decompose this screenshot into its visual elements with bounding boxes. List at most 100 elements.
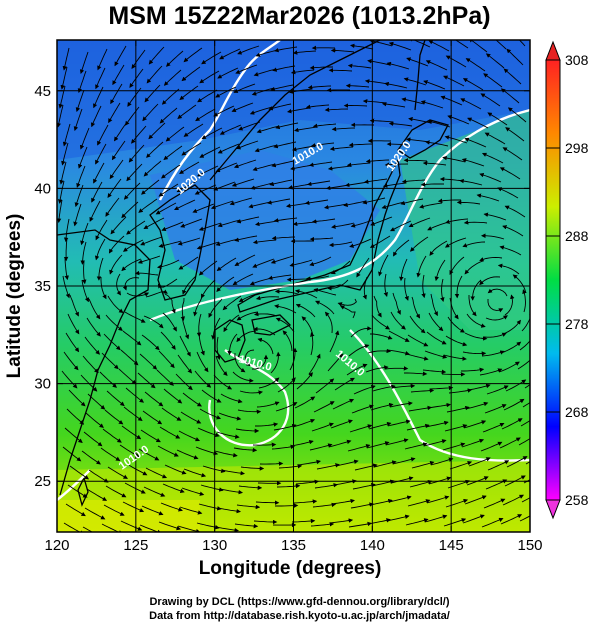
- streamline-arrow: [324, 311, 333, 334]
- streamline-arrow: [275, 122, 299, 130]
- streamline-arrow: [330, 260, 351, 275]
- streamline-arrow: [100, 447, 121, 461]
- streamline-arrow: [329, 146, 354, 151]
- streamline-arrow: [350, 326, 372, 338]
- streamline-arrow: [315, 378, 335, 394]
- streamline-arrow: [295, 479, 320, 485]
- streamline-arrow: [255, 500, 280, 505]
- streamline-arrow: [277, 377, 296, 393]
- x-tick-label: 140: [360, 537, 385, 554]
- streamline-arrow: [215, 162, 238, 173]
- colorbar-tick-label: 308: [565, 52, 589, 68]
- streamline-arrow: [105, 197, 120, 217]
- streamline-arrow: [100, 277, 107, 300]
- y-tick-label: 25: [34, 473, 51, 490]
- streamline-arrow: [407, 334, 429, 347]
- streamline-arrow: [444, 237, 467, 248]
- streamline-arrow: [88, 469, 109, 483]
- streamline-arrow: [330, 48, 355, 53]
- streamline-arrow: [238, 121, 261, 131]
- streamline-arrow: [448, 388, 473, 394]
- streamline-arrow: [295, 289, 318, 299]
- streamline-arrow: [80, 241, 87, 265]
- streamline-arrow: [345, 83, 370, 88]
- streamline-arrow: [409, 479, 433, 488]
- streamline-arrow: [161, 407, 182, 421]
- streamline-arrow: [198, 222, 222, 231]
- colorbar-top-arrow: [545, 40, 561, 61]
- streamline-arrow: [97, 124, 109, 146]
- streamline-arrow: [411, 296, 421, 319]
- streamline-arrow: [81, 450, 101, 465]
- streamline-arrow: [519, 515, 530, 522]
- streamline-arrow: [179, 161, 200, 174]
- streamline-arrow: [252, 258, 275, 268]
- streamline-arrow: [348, 142, 373, 148]
- streamline-arrow: [82, 260, 87, 285]
- streamline-arrow: [276, 483, 301, 489]
- streamline-arrow: [502, 147, 523, 161]
- streamline-arrow: [352, 482, 376, 490]
- streamline-arrow: [423, 439, 447, 447]
- streamline-arrow: [370, 216, 393, 226]
- streamline-arrow: [140, 429, 161, 443]
- streamline-arrow: [275, 317, 295, 333]
- streamline-arrow: [386, 514, 410, 522]
- streamline-arrow: [69, 294, 79, 317]
- streamline-arrow: [164, 293, 176, 314]
- streamline-arrow: [499, 167, 521, 180]
- streamline-arrow: [182, 392, 202, 407]
- streamline-arrow: [329, 241, 353, 248]
- streamline-arrow: [219, 124, 242, 135]
- streamline-arrow: [384, 366, 409, 371]
- streamline-arrow: [180, 411, 202, 424]
- streamline-arrow: [483, 498, 506, 509]
- streamline-arrow: [76, 165, 86, 188]
- streamline-arrow: [160, 331, 176, 350]
- streamline-arrow: [270, 84, 294, 92]
- streamline-arrow: [158, 350, 175, 369]
- streamline-arrow: [393, 239, 410, 257]
- streamline-arrow: [108, 235, 125, 254]
- streamline-arrow: [520, 420, 530, 427]
- streamline-arrow: [464, 137, 487, 148]
- streamline-arrow: [504, 205, 526, 218]
- streamline-arrow: [499, 245, 522, 256]
- streamline-arrow: [159, 426, 181, 439]
- streamline-arrow: [312, 502, 337, 508]
- streamline-arrow: [234, 352, 246, 373]
- streamline-arrow: [465, 401, 489, 410]
- streamline-arrow: [521, 310, 530, 332]
- x-tick-label: 135: [281, 537, 306, 554]
- streamline-arrow: [213, 105, 235, 117]
- china-coast: [57, 229, 151, 496]
- streamline-arrow: [384, 162, 409, 167]
- streamline-arrow: [126, 163, 143, 182]
- streamline-arrow: [222, 295, 242, 311]
- streamline-arrow: [292, 418, 316, 428]
- streamline-arrow: [363, 178, 388, 184]
- streamline-arrow: [122, 239, 144, 252]
- streamline-arrow: [522, 401, 530, 408]
- streamline-arrow: [183, 123, 204, 137]
- streamline-arrow: [155, 202, 177, 215]
- streamline-arrow: [158, 521, 182, 531]
- streamline-arrow: [122, 330, 142, 346]
- streamline-arrow: [145, 467, 168, 479]
- streamline-arrow: [422, 369, 447, 375]
- y-tick-label: 45: [34, 83, 51, 100]
- streamline-arrow: [176, 180, 198, 193]
- streamline-arrow: [216, 336, 221, 360]
- streamline-arrow: [175, 373, 193, 391]
- streamline-arrow: [498, 361, 520, 373]
- streamline-arrow: [465, 58, 486, 72]
- isobar-1010-east: [349, 329, 530, 462]
- streamline-arrow: [75, 89, 85, 113]
- streamline-arrow: [406, 423, 430, 431]
- streamline-arrow: [137, 372, 156, 389]
- streamline-arrow: [479, 173, 502, 183]
- streamline-arrow: [444, 424, 468, 432]
- streamline-arrow: [240, 466, 265, 471]
- streamline-arrow: [387, 419, 411, 427]
- streamline-arrow: [271, 444, 296, 450]
